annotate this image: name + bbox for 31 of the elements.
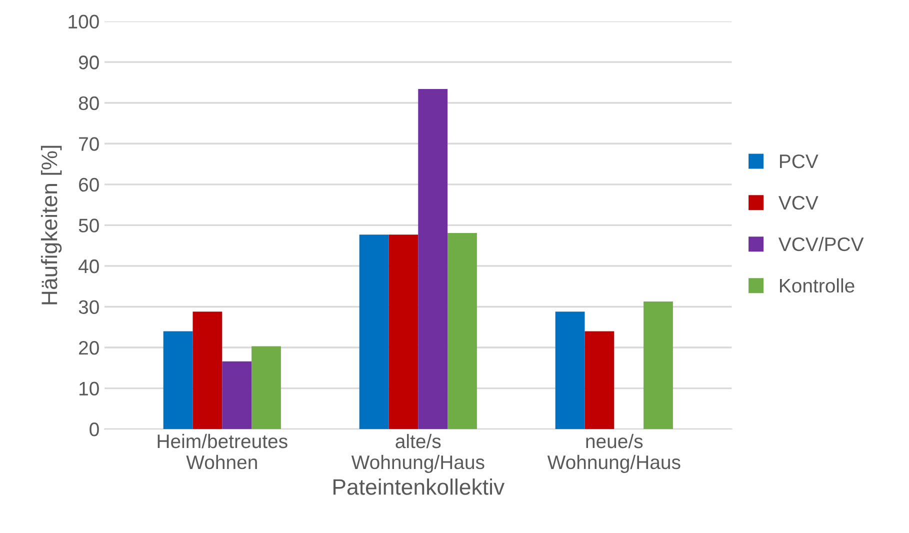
bar (359, 234, 389, 430)
bar (388, 234, 418, 430)
y-tick-label: 50 (78, 218, 99, 232)
legend-label: VCV (778, 196, 818, 210)
bar (644, 301, 673, 430)
y-tick-label: 60 (79, 178, 99, 192)
y-tick-label: 90 (78, 56, 99, 70)
bar (584, 331, 614, 430)
y-tick-label: 40 (78, 259, 99, 274)
legend-label: VCV/PCV (778, 236, 864, 252)
x-tick-label: alte/s Wohnung/Haus (351, 434, 484, 473)
bar (192, 312, 222, 430)
y-tick-label: 20 (79, 340, 99, 355)
legend-label: Kontrolle (780, 278, 854, 293)
x-axis-title: Pateintenkollektiv (334, 478, 505, 495)
bar (448, 232, 477, 430)
y-tick-label: 100 (68, 14, 99, 29)
bar (222, 361, 252, 430)
y-tick-label: 10 (80, 382, 99, 396)
y-tick-label: 0 (90, 422, 99, 436)
legend-label: PCV (780, 154, 818, 168)
x-tick-label: Heim/betreutes Wohnen (158, 434, 288, 470)
bar (252, 346, 281, 430)
y-tick-label: 80 (78, 96, 99, 110)
bar (163, 331, 193, 430)
x-tick-label: neue/s Wohnung/Haus (547, 434, 680, 473)
y-tick-label: 30 (78, 300, 99, 314)
bar (418, 89, 448, 430)
y-axis-title: Häufigkeiten [%] (40, 146, 62, 304)
y-tick-label: 70 (79, 137, 99, 151)
bar (555, 312, 585, 430)
